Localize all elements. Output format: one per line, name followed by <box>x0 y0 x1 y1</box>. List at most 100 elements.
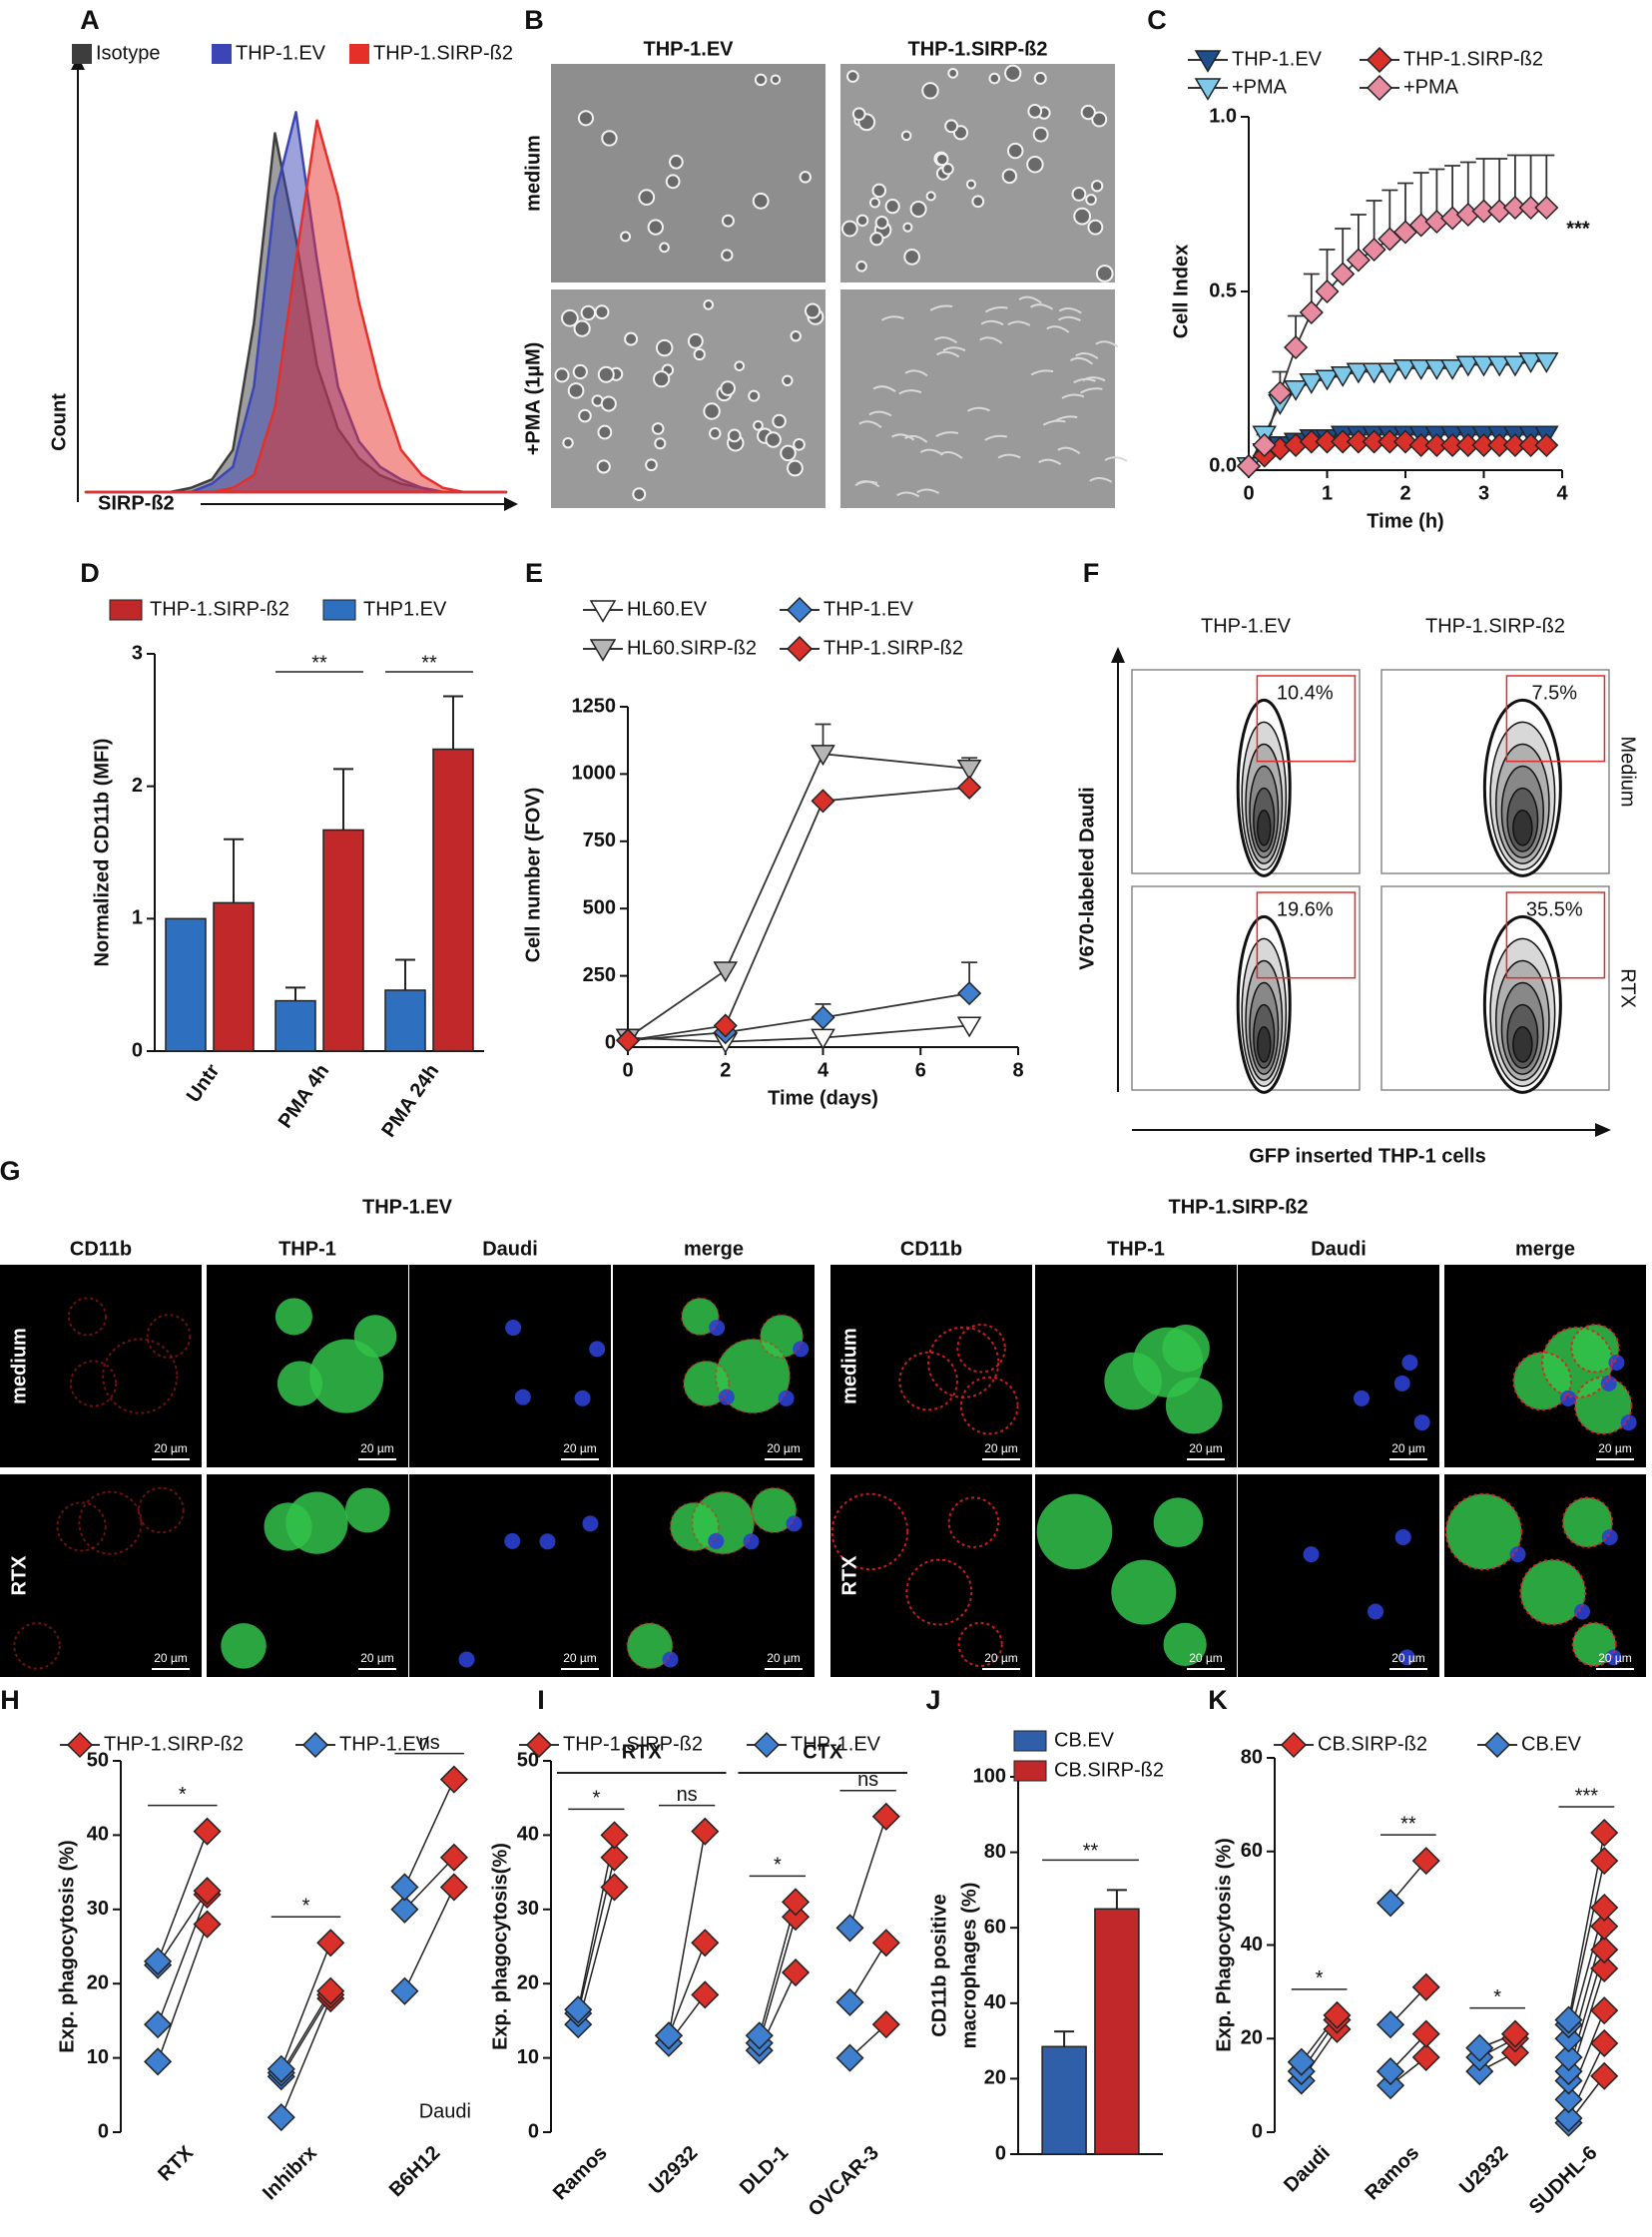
marker <box>713 1013 738 1038</box>
scale-bar-label: 20 µm <box>1391 1651 1425 1665</box>
cell <box>554 367 570 383</box>
significance: ** <box>1083 1841 1099 1863</box>
x-tick-label: 4 <box>818 1059 829 1081</box>
stain <box>1519 1558 1587 1626</box>
cell <box>1058 307 1082 314</box>
marker <box>1471 355 1496 377</box>
marker <box>1411 1847 1440 1876</box>
marker <box>316 1929 345 1957</box>
channel-label: THP-1 <box>278 1238 336 1260</box>
marker <box>1554 2057 1583 2086</box>
cell <box>980 319 1004 326</box>
cell <box>1091 111 1108 128</box>
marker <box>1590 1893 1619 1923</box>
cell <box>944 119 959 134</box>
cell <box>748 389 761 402</box>
y-axis-label: macrophages (%) <box>958 1883 980 2049</box>
group-label: CTX <box>803 1741 843 1763</box>
stain <box>1608 1354 1625 1371</box>
cell <box>573 319 591 337</box>
marker <box>1590 2028 1619 2057</box>
bar <box>213 901 255 1052</box>
cell <box>561 308 579 327</box>
stain <box>778 1390 795 1406</box>
bar <box>322 829 364 1052</box>
cell <box>971 195 985 209</box>
marker <box>564 1995 593 2024</box>
marker <box>691 1929 720 1957</box>
cell <box>600 395 617 412</box>
cell <box>1046 325 1070 333</box>
panel-letter: I <box>537 1685 545 1715</box>
contour <box>1256 1025 1272 1063</box>
cell <box>562 436 574 449</box>
marker <box>957 981 982 1006</box>
stain <box>1601 1528 1618 1545</box>
stain <box>898 1351 958 1411</box>
legend-marker <box>525 1731 553 1759</box>
scale-bar-label: 20 µm <box>1598 1651 1632 1665</box>
cell <box>780 444 797 462</box>
stain <box>78 1490 143 1555</box>
cell <box>1069 356 1094 365</box>
marker <box>1554 2042 1583 2072</box>
scale-bar-label: 20 µm <box>984 1651 1018 1665</box>
legend-marker <box>1194 78 1222 101</box>
y-tick-label: 20 <box>517 1971 539 1993</box>
cell <box>659 242 670 254</box>
marker <box>390 1895 419 1924</box>
stain <box>1368 1603 1384 1620</box>
marker <box>1315 279 1340 304</box>
arrow-head <box>504 497 518 511</box>
cell <box>1089 477 1113 483</box>
stain <box>353 1315 397 1358</box>
cell <box>921 82 939 100</box>
error-bar <box>224 838 244 903</box>
significance: * <box>1493 1986 1501 2008</box>
legend-swatch <box>109 599 143 621</box>
cell <box>1104 456 1128 462</box>
marker <box>871 1929 900 1957</box>
cell <box>654 437 667 450</box>
marker <box>956 1016 982 1038</box>
pair-line <box>157 1894 209 2025</box>
stain <box>716 1339 791 1413</box>
stain <box>718 1389 735 1405</box>
pair-line <box>848 1942 887 2003</box>
panel-letter: E <box>525 558 543 588</box>
stain <box>1570 1324 1620 1374</box>
legend-label: +PMA <box>1232 76 1288 98</box>
x-tick-label: Inhibrx <box>259 2142 321 2205</box>
cell <box>966 406 990 412</box>
cell <box>1057 446 1081 455</box>
marker <box>1408 359 1434 380</box>
marker <box>1554 2005 1583 2034</box>
legend-label: THP-1.EV <box>1232 48 1323 70</box>
bar <box>165 917 207 1052</box>
micrograph <box>830 1265 1032 1467</box>
legend-label: THP-1.EV <box>339 1733 430 1755</box>
marker <box>811 745 835 767</box>
marker <box>654 2021 684 2050</box>
marker <box>1236 453 1262 479</box>
legend-swatch <box>349 44 369 64</box>
scale-bar-label: 20 µm <box>984 1441 1018 1455</box>
cell <box>997 453 1021 459</box>
stain <box>670 1502 719 1551</box>
cell <box>855 261 867 273</box>
cell <box>601 130 618 147</box>
stain <box>760 1315 804 1358</box>
y-axis-label: Normalized CD11b (MFI) <box>91 739 113 967</box>
significance: ns <box>419 1732 440 1754</box>
stain <box>1393 1375 1410 1392</box>
marker <box>267 2054 295 2083</box>
cell <box>709 427 722 440</box>
cell <box>721 214 735 228</box>
cell <box>1085 194 1097 206</box>
cell <box>1082 376 1106 382</box>
y-tick-label: 2 <box>132 775 143 797</box>
pair-line <box>280 1943 331 2070</box>
legend-label: THP-1.EV <box>236 42 326 64</box>
x-tick-label: 1 <box>1322 482 1333 504</box>
marker <box>267 2103 295 2132</box>
